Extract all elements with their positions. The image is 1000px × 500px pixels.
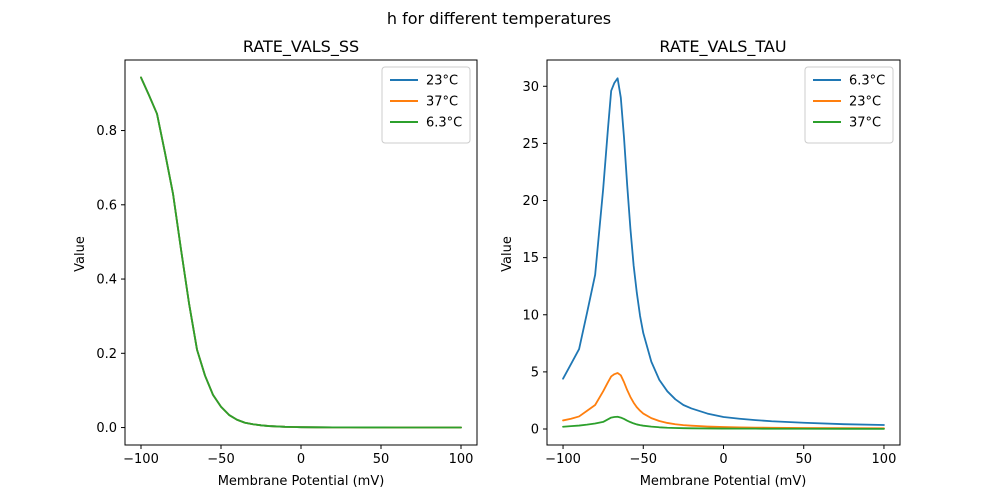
- y-tick-label: 30: [522, 80, 539, 95]
- chart-ss-ylabel: Value: [73, 236, 88, 272]
- y-tick-label: 10: [522, 308, 539, 323]
- x-tick-label: −50: [207, 452, 234, 467]
- y-tick-label: 0: [531, 423, 539, 438]
- chart-ss-title: RATE_VALS_SS: [243, 37, 359, 57]
- y-tick-label: 15: [522, 251, 539, 266]
- legend: 6.3°C 23°C 37°C: [804, 66, 894, 144]
- legend-label: 6.3°C: [426, 116, 462, 131]
- y-tick-label: 0.4: [96, 273, 117, 288]
- chart-ss-xlabel: Membrane Potential (mV): [218, 474, 385, 489]
- chart-ss-plot-area: −100 −50 0 50 100 0.0 0.2 0.4 0.6 0.8 23°C 37°C 6.3°…: [96, 59, 478, 467]
- legend-label: 37°C: [426, 95, 458, 110]
- series-line-2: [140, 76, 462, 429]
- series-line-1: [562, 372, 885, 430]
- figure-title: h for different temperatures: [387, 9, 611, 28]
- legend-label: 23°C: [426, 74, 458, 89]
- chart-tau-title: RATE_VALS_TAU: [659, 37, 786, 57]
- legend: 23°C 37°C 6.3°C: [381, 66, 471, 144]
- x-tick-label: −100: [545, 452, 581, 467]
- x-tick-label: 0: [719, 452, 727, 467]
- chart-ss: RATE_VALS_SS −100 −50 0 50 100 0.0 0.2 0.4 0.6 0.…: [73, 37, 478, 489]
- chart-tau-xlabel: Membrane Potential (mV): [640, 474, 807, 489]
- x-tick-label: 50: [373, 452, 390, 467]
- chart-tau-plot-area: −100 −50 0 50 100 0 5 10 15 20 25 30 6.3°C 23°C 37°C: [522, 59, 901, 467]
- y-tick-label: 5: [531, 365, 539, 380]
- series-line-0: [562, 77, 885, 426]
- y-tick-label: 0.8: [96, 124, 117, 139]
- legend-label: 23°C: [849, 95, 881, 110]
- chart-tau-ylabel: Value: [500, 236, 515, 272]
- x-tick-label: −100: [123, 452, 159, 467]
- x-tick-label: 0: [297, 452, 305, 467]
- y-tick-label: 25: [522, 137, 539, 152]
- x-tick-label: −50: [630, 452, 657, 467]
- y-tick-label: 0.0: [96, 421, 117, 436]
- y-tick-label: 0.6: [96, 198, 117, 213]
- x-tick-label: 100: [872, 452, 897, 467]
- legend-label: 6.3°C: [849, 74, 885, 89]
- y-tick-label: 20: [522, 194, 539, 209]
- x-tick-label: 50: [795, 452, 812, 467]
- series-line-2: [562, 415, 885, 430]
- chart-tau: RATE_VALS_TAU −100 −50 0 50 100 0 5 10 15 20 25 30 6…: [500, 37, 901, 489]
- legend-label: 37°C: [849, 116, 881, 131]
- y-tick-label: 0.2: [96, 347, 117, 362]
- x-tick-label: 100: [449, 452, 474, 467]
